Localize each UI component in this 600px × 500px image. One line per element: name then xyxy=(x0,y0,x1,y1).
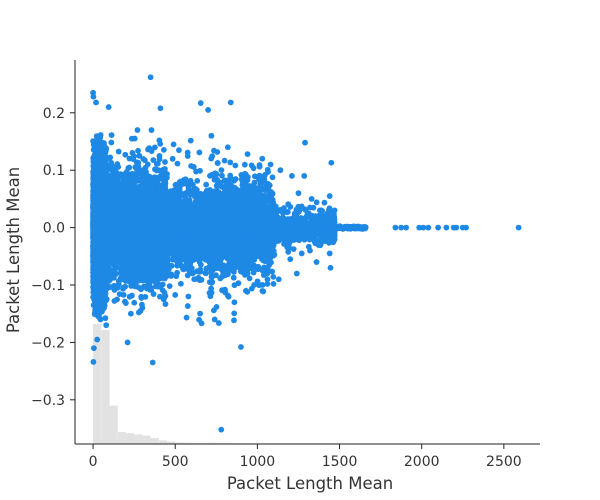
histogram-bar xyxy=(117,432,126,444)
histogram-bar xyxy=(183,442,192,444)
histogram-bar xyxy=(167,441,176,444)
data-point xyxy=(131,299,138,306)
data-point xyxy=(91,163,97,170)
data-point xyxy=(102,315,109,322)
data-point xyxy=(100,167,107,174)
data-point xyxy=(93,228,100,235)
data-point xyxy=(91,172,98,179)
data-point xyxy=(92,198,99,205)
histogram-bar xyxy=(175,442,184,444)
data-point xyxy=(94,189,101,196)
data-point xyxy=(115,148,122,155)
data-point xyxy=(120,291,127,298)
data-point xyxy=(91,297,98,304)
data-point xyxy=(102,177,109,184)
histogram-bar xyxy=(208,442,217,444)
histogram-bar xyxy=(158,440,168,444)
data-point xyxy=(105,230,112,237)
histogram-bar xyxy=(125,433,135,444)
histogram-bar xyxy=(93,324,102,444)
histogram-bar xyxy=(142,435,151,444)
data-point xyxy=(97,154,104,161)
data-point xyxy=(100,275,107,282)
histogram-bar xyxy=(109,405,118,444)
point-layer xyxy=(90,74,522,433)
histogram-bar xyxy=(150,438,159,444)
histogram-bar xyxy=(134,434,143,444)
data-point xyxy=(93,274,100,280)
histogram-bar xyxy=(101,330,110,444)
data-point xyxy=(100,197,107,204)
